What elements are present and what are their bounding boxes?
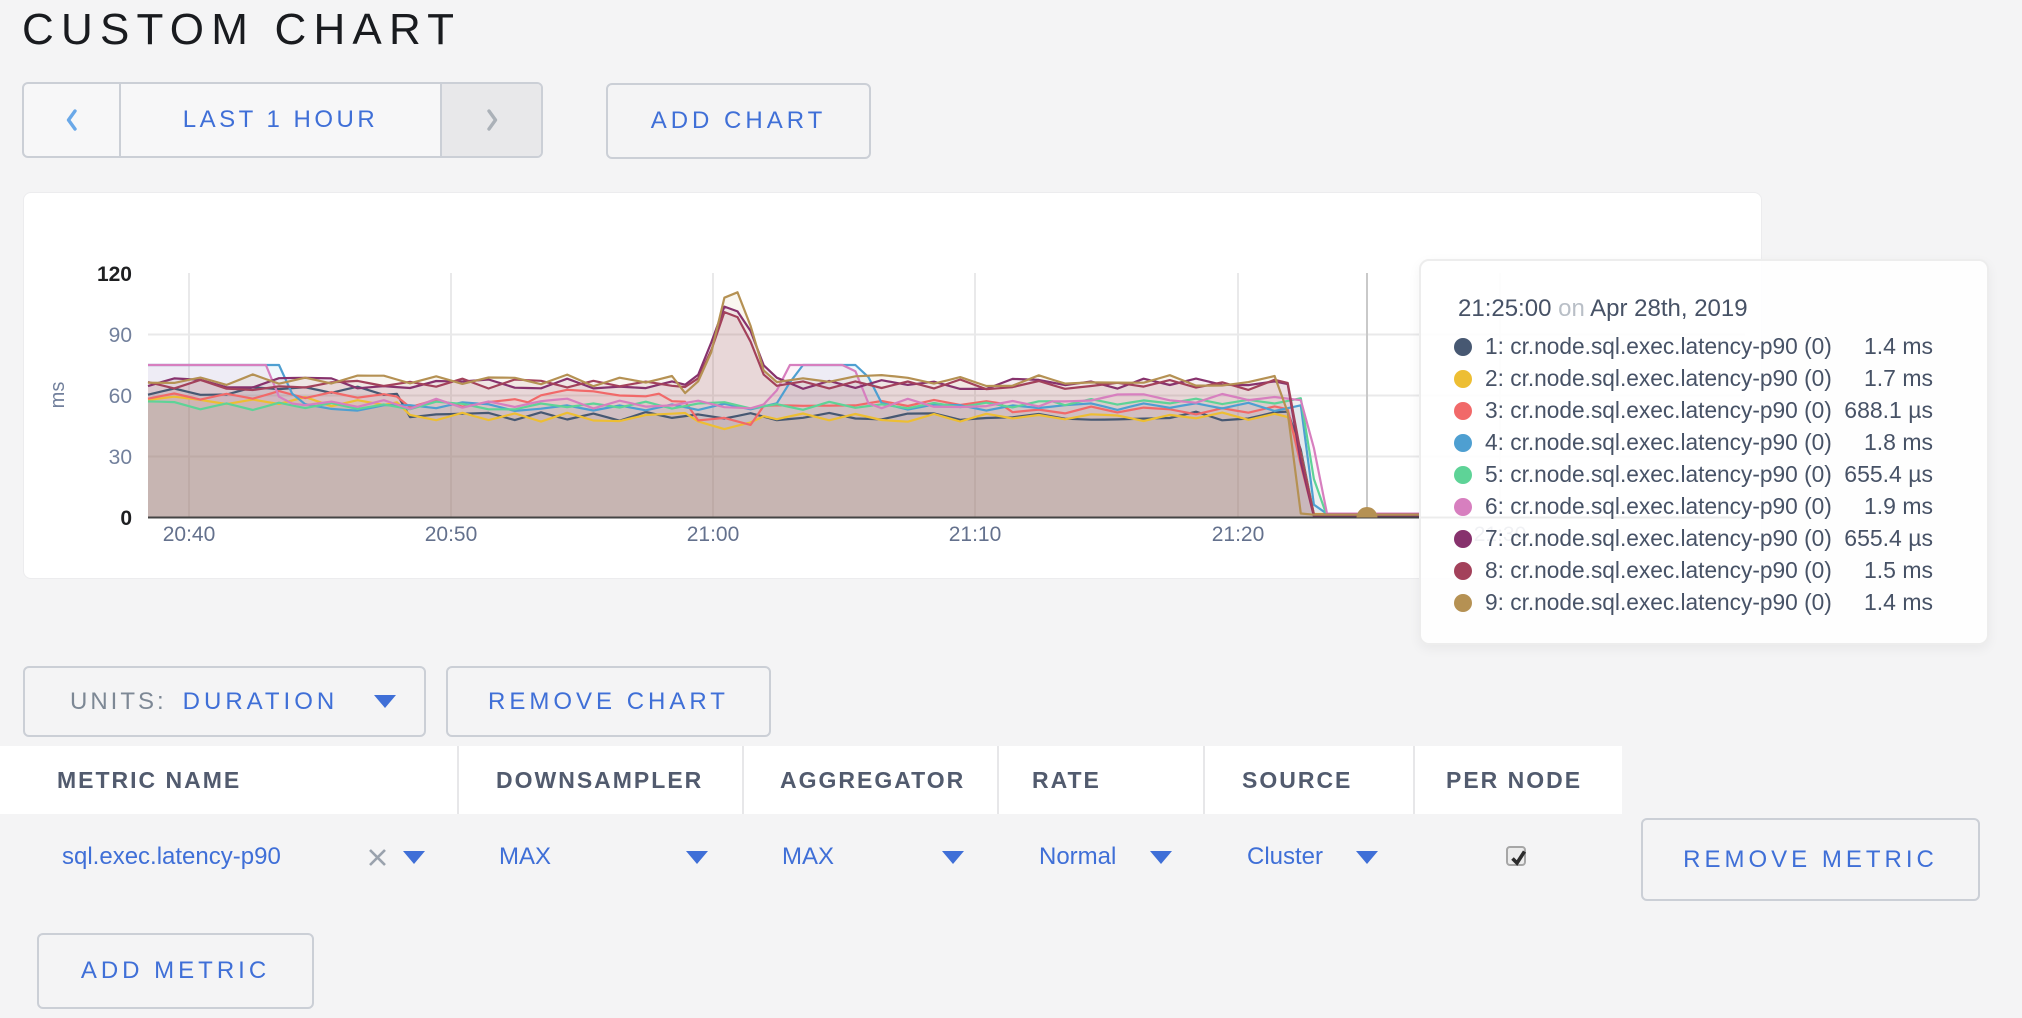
svg-text:20:40: 20:40 xyxy=(163,523,216,546)
svg-text:0: 0 xyxy=(120,507,132,530)
svg-text:120: 120 xyxy=(97,263,132,286)
svg-text:21:00: 21:00 xyxy=(687,523,740,546)
svg-text:21:20: 21:20 xyxy=(1212,523,1265,546)
svg-text:21:10: 21:10 xyxy=(949,523,1002,546)
svg-text:30: 30 xyxy=(109,446,132,469)
svg-text:20:50: 20:50 xyxy=(425,523,478,546)
svg-text:90: 90 xyxy=(109,324,132,347)
svg-text:ms: ms xyxy=(47,382,69,409)
svg-text:60: 60 xyxy=(109,385,132,408)
